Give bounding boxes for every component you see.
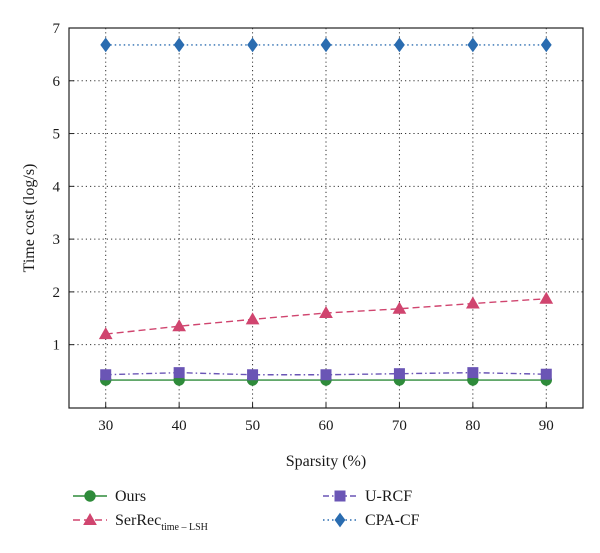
legend-item-cpacf: CPA-CF	[323, 512, 420, 529]
x-tick-label: 90	[539, 418, 554, 434]
data-point	[247, 369, 259, 381]
legend-label-serrec-subscript: time – LSH	[161, 522, 208, 533]
data-point	[247, 37, 258, 53]
series-u-rcf	[100, 367, 552, 381]
data-point	[465, 296, 480, 309]
data-point	[540, 368, 552, 380]
legend-marker	[83, 512, 97, 525]
x-tick-label: 60	[319, 418, 334, 434]
data-point	[172, 319, 187, 332]
legend-marker	[84, 490, 96, 502]
tick-layer: 30 40 50 60 70 80 90 1 2 3 4 5 6 7	[53, 21, 554, 434]
data-point	[173, 367, 185, 379]
grid-lines	[69, 27, 583, 408]
data-point	[100, 37, 112, 53]
series-layer	[98, 37, 554, 386]
y-tick-label: 6	[53, 74, 61, 90]
x-tick-label: 80	[465, 418, 480, 434]
legend-marker	[334, 490, 346, 502]
y-tick-label: 7	[53, 21, 61, 37]
legend-label-urcf: U-RCF	[365, 488, 412, 505]
data-point	[245, 312, 260, 325]
legend-item-ours: Ours	[73, 488, 146, 505]
legend-label-serrec-main: SerRec	[115, 512, 161, 529]
x-tick-label: 70	[392, 418, 407, 434]
legend-sample-ours	[73, 490, 107, 502]
data-point	[467, 37, 479, 53]
y-tick-label: 1	[53, 338, 61, 354]
legend-label-ours: Ours	[115, 488, 146, 505]
series-cpa-cf	[100, 37, 552, 53]
data-point	[393, 368, 405, 380]
x-axis-title: Sparsity (%)	[286, 453, 366, 470]
y-tick-label: 3	[53, 232, 61, 248]
data-point	[540, 37, 552, 53]
legend-sample-serrec	[73, 512, 107, 525]
data-point	[98, 327, 113, 340]
x-tick-label: 30	[98, 418, 113, 434]
legend: Ours SerRectime – LSH U-RCF CPA-CF	[73, 488, 420, 533]
data-point	[467, 367, 479, 379]
y-tick-label: 5	[53, 127, 61, 143]
data-point	[394, 37, 405, 53]
legend-label-serrec: SerRectime – LSH	[115, 512, 208, 533]
data-point	[100, 369, 112, 381]
data-point	[320, 37, 332, 53]
legend-item-urcf: U-RCF	[323, 488, 412, 505]
x-tick-label: 40	[172, 418, 187, 434]
legend-marker	[334, 512, 346, 528]
data-point	[319, 305, 333, 318]
legend-item-serrec: SerRectime – LSH	[73, 512, 208, 533]
y-tick-label: 4	[53, 179, 61, 195]
y-axis-title: Time cost (log/s)	[21, 164, 38, 273]
legend-label-cpacf: CPA-CF	[365, 512, 420, 529]
data-point	[173, 37, 185, 53]
data-point	[539, 291, 554, 304]
legend-sample-urcf	[323, 490, 357, 502]
series-serrec	[98, 291, 554, 340]
y-tick-label: 2	[53, 285, 61, 301]
data-point	[320, 369, 332, 381]
data-point	[392, 301, 407, 314]
legend-sample-cpacf	[323, 512, 357, 528]
x-tick-label: 50	[245, 418, 260, 434]
